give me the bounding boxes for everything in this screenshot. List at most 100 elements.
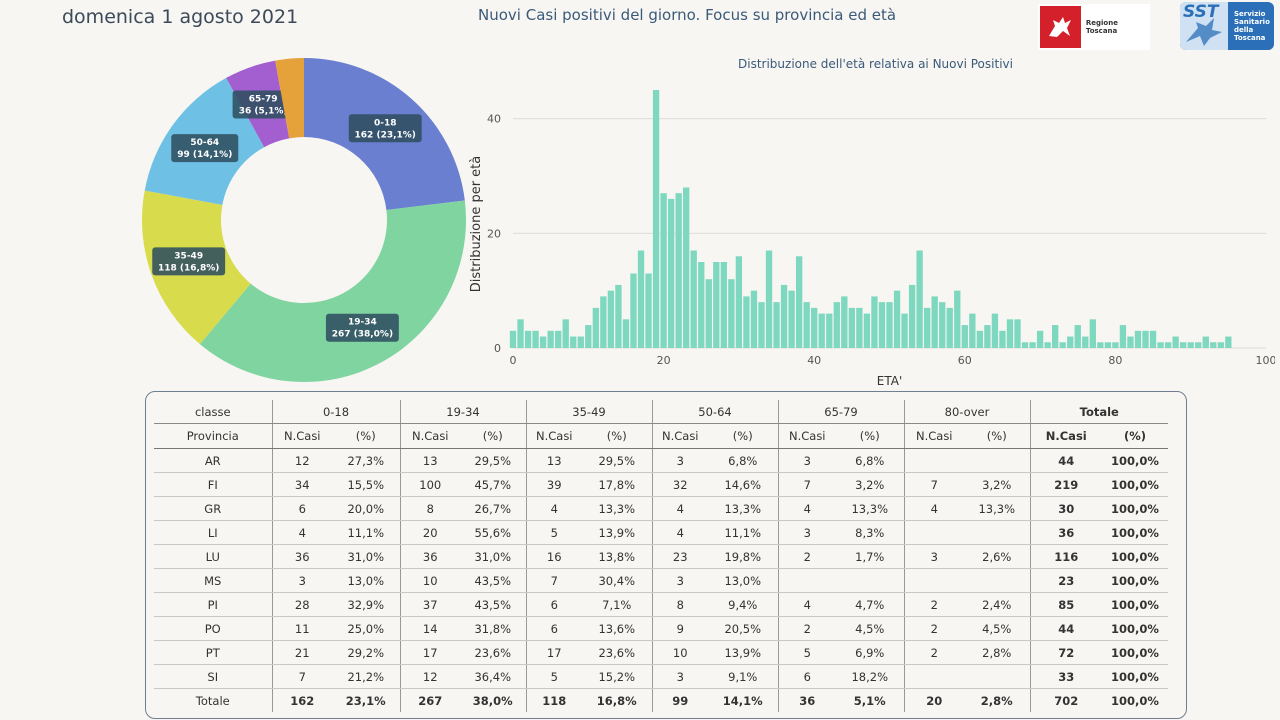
value-cell: 9 <box>651 616 708 641</box>
group-header-0-18: 0-18 <box>271 400 400 424</box>
group-header-35-49: 35-49 <box>525 400 652 424</box>
histogram-bar <box>991 313 999 348</box>
value-cell: 2,6% <box>964 544 1030 569</box>
value-cell: 4,7% <box>836 592 904 617</box>
table-row: MS 3 13,0% 10 43,5% 7 30,4% 3 13,0% 23 100,0% <box>154 568 1168 593</box>
value-cell: 28 <box>271 592 332 617</box>
histogram-bar <box>1210 342 1217 348</box>
svg-text:0-18: 0-18 <box>374 118 397 128</box>
value-cell: 6 <box>271 496 332 521</box>
value-cell: 34 <box>271 472 332 497</box>
total-row: Totale 162 23,1% 267 38,0% 118 16,8% 99 … <box>154 688 1168 712</box>
value-cell: 3,2% <box>964 472 1030 497</box>
province-cell: MS <box>154 568 272 593</box>
value-cell: 13 <box>525 448 582 473</box>
value-cell: 6 <box>777 664 836 689</box>
province-cell: PO <box>154 616 272 641</box>
value-cell: 5 <box>777 640 836 665</box>
value-cell: 23 <box>651 544 708 569</box>
histogram-bar <box>916 250 923 348</box>
value-cell: 100 <box>399 472 460 497</box>
table-row: LI 4 11,1% 20 55,6% 5 13,9% 4 11,1% 3 8,3% 36 100,0% <box>154 520 1168 545</box>
histogram-bar <box>585 325 592 348</box>
col-ncasi: N.Casi <box>903 423 964 449</box>
histogram-bar <box>1051 325 1059 348</box>
value-cell: 100,0% <box>1102 616 1168 641</box>
x-tick-label: 0 <box>510 354 517 367</box>
value-cell: 10 <box>651 640 708 665</box>
value-cell: 17 <box>399 640 460 665</box>
value-cell: 13,8% <box>582 544 652 569</box>
value-cell: 20,0% <box>332 496 400 521</box>
svg-text:35-49: 35-49 <box>174 251 203 261</box>
histogram-bar <box>547 330 554 348</box>
value-cell: 10 <box>399 568 460 593</box>
value-cell: 31,0% <box>460 544 526 569</box>
total-cell: 100,0% <box>1102 688 1168 712</box>
col-ncasi: N.Casi <box>525 423 582 449</box>
value-cell: 31,8% <box>460 616 526 641</box>
value-cell: 72 <box>1029 640 1102 665</box>
histogram-bar <box>923 307 931 348</box>
histogram-bar <box>660 193 667 348</box>
table-row: FI 34 15,5% 100 45,7% 39 17,8% 32 14,6% 7 3,2% 7 3,2… <box>154 472 1168 497</box>
table-row: PO 11 25,0% 14 31,8% 6 13,6% 9 20,5% 2 4,5% 2 4,5% 44… <box>154 616 1168 641</box>
value-cell: 1,7% <box>836 544 904 569</box>
value-cell: 13,9% <box>708 640 778 665</box>
total-cell: 36 <box>777 688 836 712</box>
total-cell: 99 <box>651 688 708 712</box>
value-cell: 13,3% <box>582 496 652 521</box>
provincia-label: Provincia <box>154 423 272 449</box>
value-cell: 8,3% <box>836 520 904 545</box>
province-cell: AR <box>154 448 272 473</box>
histogram-bar <box>667 198 675 348</box>
value-cell <box>903 664 964 689</box>
histogram-bar <box>818 313 825 348</box>
histogram-bar <box>1157 342 1164 348</box>
histogram-bar <box>1225 336 1232 348</box>
histogram-bar <box>878 302 886 348</box>
value-cell: 2 <box>903 616 964 641</box>
histogram-bar <box>856 307 863 348</box>
province-cell: PI <box>154 592 272 617</box>
value-cell: 32 <box>651 472 708 497</box>
col-ncasi: N.Casi <box>271 423 332 449</box>
sst-logo: SST Servizio Sanitario della Toscana <box>1180 2 1274 50</box>
x-tick-label: 60 <box>958 354 972 367</box>
value-cell: 100,0% <box>1102 592 1168 617</box>
histogram-bar <box>969 313 976 348</box>
svg-text:19-34: 19-34 <box>348 318 377 328</box>
histogram-bar <box>1119 325 1127 348</box>
histogram-bar <box>517 319 524 348</box>
histogram-bar <box>652 90 660 348</box>
value-cell: 12 <box>271 448 332 473</box>
histogram-bar <box>600 296 607 348</box>
province-table-panel: classe 0-18 19-34 35-49 50-64 65-79 80-o… <box>145 391 1187 719</box>
histogram-bar <box>931 296 938 348</box>
histogram-bar <box>863 313 871 348</box>
value-cell: 3,2% <box>836 472 904 497</box>
value-cell: 7 <box>525 568 582 593</box>
svg-text:162 (23,1%): 162 (23,1%) <box>355 130 416 140</box>
value-cell: 4 <box>651 496 708 521</box>
value-cell: 4,5% <box>964 616 1030 641</box>
table-row: SI 7 21,2% 12 36,4% 5 15,2% 3 9,1% 6 18,2% 33 100,0% <box>154 664 1168 689</box>
value-cell: 14,6% <box>708 472 778 497</box>
value-cell: 219 <box>1029 472 1102 497</box>
histogram-bar <box>743 296 750 348</box>
histogram-bar <box>758 302 765 348</box>
province-age-table: classe 0-18 19-34 35-49 50-64 65-79 80-o… <box>154 400 1168 712</box>
histogram-bar <box>795 256 803 348</box>
histogram-bar <box>720 262 728 348</box>
value-cell: 36 <box>271 544 332 569</box>
histogram-bar <box>946 307 953 348</box>
col-pct-totale: (%) <box>1102 423 1168 449</box>
value-cell: 2,4% <box>964 592 1030 617</box>
histogram-bar <box>1195 342 1202 348</box>
value-cell: 30 <box>1029 496 1102 521</box>
province-cell: GR <box>154 496 272 521</box>
histogram-bar <box>811 307 818 348</box>
value-cell: 11,1% <box>332 520 400 545</box>
value-cell: 13,6% <box>582 616 652 641</box>
value-cell: 6,8% <box>708 448 778 473</box>
